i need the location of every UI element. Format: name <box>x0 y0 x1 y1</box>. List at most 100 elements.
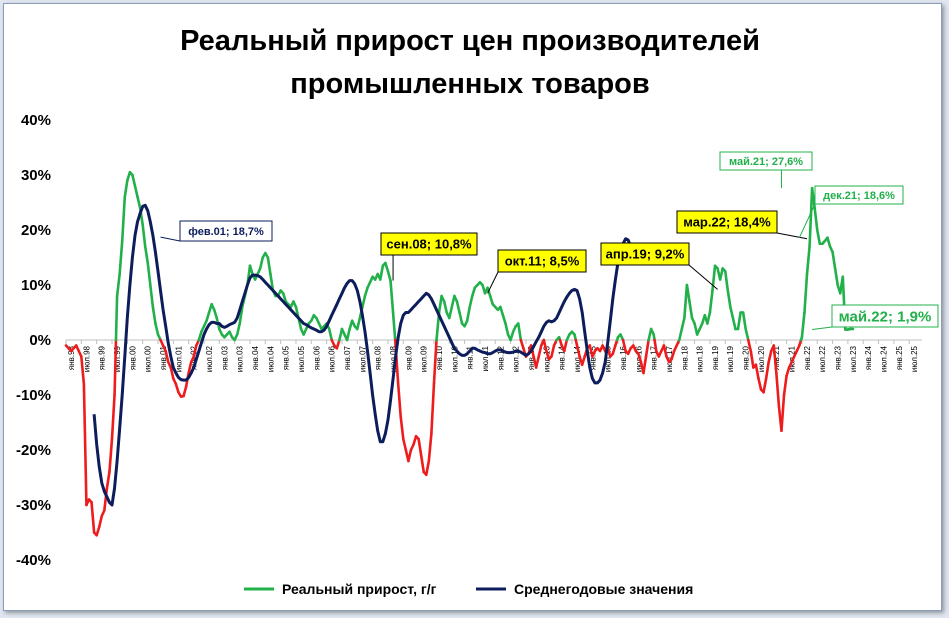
series-real-growth-segment <box>509 330 515 342</box>
x-tick-label: янв.16 <box>619 345 628 370</box>
series-real-growth-segment <box>706 311 712 325</box>
plot-area <box>64 170 855 537</box>
series-real-growth-segment <box>653 338 658 353</box>
series-real-growth-segment <box>430 382 436 435</box>
series-real-growth-segment <box>680 316 686 331</box>
series-real-growth-segment <box>688 300 694 320</box>
x-tick-label: июл.10 <box>450 345 459 372</box>
series-real-growth-segment <box>136 195 142 210</box>
series-real-growth-segment <box>562 338 569 353</box>
series-real-growth-segment <box>670 349 676 361</box>
series-real-growth-segment <box>149 283 155 309</box>
series-real-growth-segment <box>327 327 334 342</box>
series-real-growth-segment <box>447 305 454 320</box>
series-real-growth-segment <box>746 338 753 353</box>
series-real-growth-segment <box>468 294 474 309</box>
series-real-growth-segment <box>266 256 272 276</box>
x-tick-label: янв.98 <box>67 345 76 370</box>
annotation-box <box>600 242 690 266</box>
x-tick-label: янв.00 <box>128 345 137 370</box>
annotation-label: май.21; 27,6% <box>729 156 803 168</box>
series-real-growth-segment <box>389 279 395 314</box>
series-real-growth-segment <box>782 374 788 397</box>
x-tick-label: июл.01 <box>174 345 183 372</box>
x-tick-label: июл.00 <box>144 345 153 372</box>
y-tick-label: -30% <box>16 497 51 514</box>
series-real-growth-segment <box>718 267 724 281</box>
series-real-growth-segment <box>391 311 397 342</box>
annotation-box <box>831 304 939 328</box>
x-tick-label: июл.25 <box>910 345 919 372</box>
x-tick-label: янв.22 <box>803 345 812 370</box>
legend: Реальный прирост, г/г Среднегодовые знач… <box>244 581 693 597</box>
x-tick-label: июл.04 <box>266 345 275 372</box>
series-real-growth-segment <box>258 256 265 270</box>
annotation-leader <box>776 232 808 240</box>
y-tick-label: -20% <box>16 442 51 459</box>
series-real-growth-segment <box>118 239 124 276</box>
x-tick-label: июл.03 <box>236 345 245 372</box>
annotation-label: апр.19; 9,2% <box>606 247 685 262</box>
series-real-growth-segment <box>151 305 157 325</box>
x-tick-label: янв.08 <box>374 345 383 370</box>
x-tick-label: янв.19 <box>711 345 720 370</box>
series-real-growth-segment <box>437 294 443 314</box>
series-real-growth-segment <box>785 366 791 378</box>
series-real-growth-segment <box>455 300 461 314</box>
x-tick-label: янв.18 <box>680 345 689 370</box>
series-real-growth-segment <box>803 272 809 314</box>
series-real-growth-segment <box>580 355 587 367</box>
x-tick-label: июл.22 <box>818 345 827 372</box>
series-real-growth-segment <box>723 269 730 292</box>
series-real-growth-segment <box>154 322 160 336</box>
y-tick-label: 30% <box>21 167 51 184</box>
series-real-growth-segment <box>542 338 548 353</box>
series-real-growth-segment <box>212 308 219 320</box>
x-tick-label: янв.05 <box>282 345 291 370</box>
series-real-growth-segment <box>805 245 811 276</box>
series-real-growth-segment <box>95 525 101 537</box>
series-real-growth-segment <box>488 294 495 306</box>
series-real-growth-segment <box>757 377 763 391</box>
y-tick-label: 0% <box>29 332 51 349</box>
x-tick-label: янв.21 <box>772 345 781 370</box>
series-real-growth-segment <box>775 371 781 408</box>
x-tick-label: июл.02 <box>205 345 214 372</box>
series-real-growth-segment <box>501 313 507 325</box>
series-real-growth-segment <box>499 305 505 317</box>
series-real-growth-segment <box>174 382 180 394</box>
series-real-growth-segment <box>815 228 822 246</box>
series-real-growth-segment <box>113 338 118 397</box>
series-real-growth-segment <box>741 311 747 331</box>
x-tick-label: июл.13 <box>542 345 551 372</box>
series-real-growth-segment <box>736 311 742 331</box>
annotation-leader <box>487 271 499 294</box>
x-tick-label: июл.14 <box>573 345 582 372</box>
annotation-box <box>676 210 778 234</box>
series-real-growth-segment <box>143 245 150 265</box>
annotation-leader <box>688 264 718 290</box>
annotation-label: май.22; 1,9% <box>839 308 932 325</box>
annotation-box <box>814 185 904 205</box>
series-real-growth-segment <box>621 338 627 353</box>
series-real-growth-segment <box>345 327 351 342</box>
y-tick-label: 40% <box>21 112 51 129</box>
series-real-growth-segment <box>749 349 755 369</box>
series-real-growth-segment <box>744 327 750 342</box>
x-tick-label: янв.10 <box>435 345 444 370</box>
x-tick-label: янв.23 <box>834 345 843 370</box>
series-real-growth-segment <box>575 344 581 358</box>
series-real-growth-segment <box>90 500 96 534</box>
series-real-growth-segment <box>115 272 121 298</box>
x-tick-label: июл.12 <box>512 345 521 372</box>
x-tick-label: июл.17 <box>665 345 674 372</box>
series-real-growth-segment <box>833 267 839 287</box>
series-real-growth-segment <box>123 179 129 199</box>
series-real-growth-segment <box>550 344 556 358</box>
series-real-growth-segment <box>146 261 152 287</box>
series-real-growth-segment <box>729 305 735 320</box>
annotations: фев.01; 18,7% сен.08; 10,8% окт.11; 8,5% ап… <box>160 151 939 331</box>
series-real-growth-segment <box>80 355 86 386</box>
x-tick-label: янв.99 <box>98 345 107 370</box>
series-real-growth-segment <box>361 294 367 309</box>
